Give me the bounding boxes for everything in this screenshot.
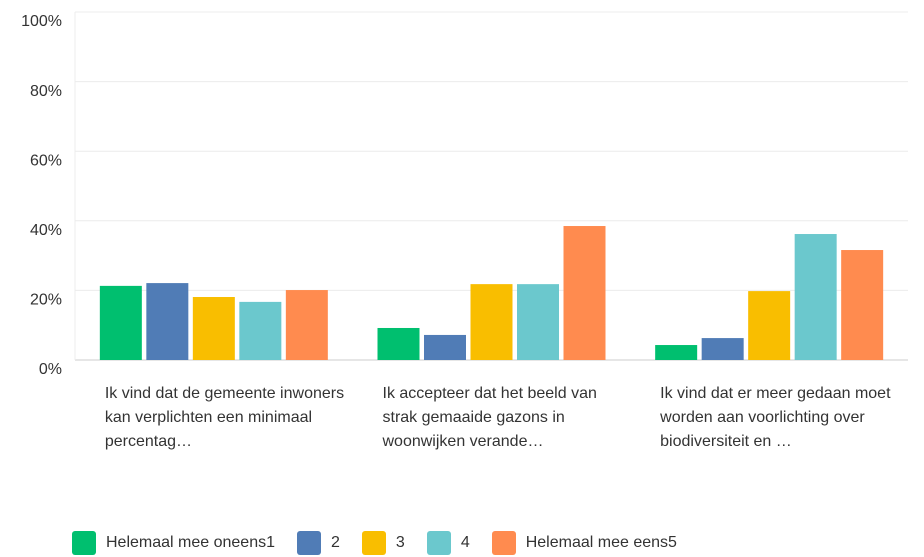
- x-tick-label: Ik accepteer dat het beeld van strak gem…: [382, 385, 597, 450]
- legend-label: Helemaal mee eens5: [525, 534, 677, 551]
- legend-item: Helemaal mee eens5: [491, 531, 677, 555]
- bar: [701, 338, 744, 360]
- legend-item: 4: [426, 531, 470, 555]
- legend-label: 3: [395, 534, 405, 551]
- bar: [794, 234, 837, 360]
- legend-label: 4: [460, 534, 470, 551]
- bar: [748, 291, 791, 360]
- y-tick-label: 100%: [21, 13, 62, 30]
- bar: [841, 250, 884, 360]
- bar: [146, 283, 189, 360]
- x-tick-label: Ik vind dat de gemeente inwoners kan ver…: [104, 385, 345, 450]
- legend-swatch: [297, 531, 321, 555]
- bar: [563, 226, 606, 360]
- x-tick-label: Ik vind dat er meer gedaan moet worden a…: [660, 385, 891, 450]
- bar: [377, 327, 420, 360]
- bar: [655, 345, 698, 360]
- bar: [470, 284, 513, 360]
- bar: [517, 284, 559, 360]
- y-tick-label: 60%: [30, 152, 62, 169]
- legend-swatch: [491, 531, 516, 555]
- y-tick-label: 40%: [30, 222, 62, 239]
- bar: [239, 301, 282, 360]
- legend-label: 2: [331, 534, 340, 551]
- bar: [99, 285, 142, 360]
- legend-item: 3: [361, 531, 405, 555]
- bar: [424, 334, 466, 360]
- legend-item: Helemaal mee oneens1: [72, 531, 275, 555]
- y-tick-label: 0%: [39, 361, 62, 378]
- legend-swatch: [426, 531, 451, 555]
- y-tick-label: 20%: [30, 292, 62, 309]
- bar: [285, 290, 328, 360]
- y-tick-label: 80%: [30, 83, 62, 100]
- legend-item: 2: [297, 531, 340, 555]
- legend-swatch: [361, 531, 386, 555]
- legend-label: Helemaal mee oneens1: [106, 534, 275, 551]
- legend-swatch: [72, 531, 96, 555]
- bar: [192, 297, 235, 360]
- legend: Helemaal mee oneens1 2 3 4 Helemaal mee eens…: [72, 531, 699, 555]
